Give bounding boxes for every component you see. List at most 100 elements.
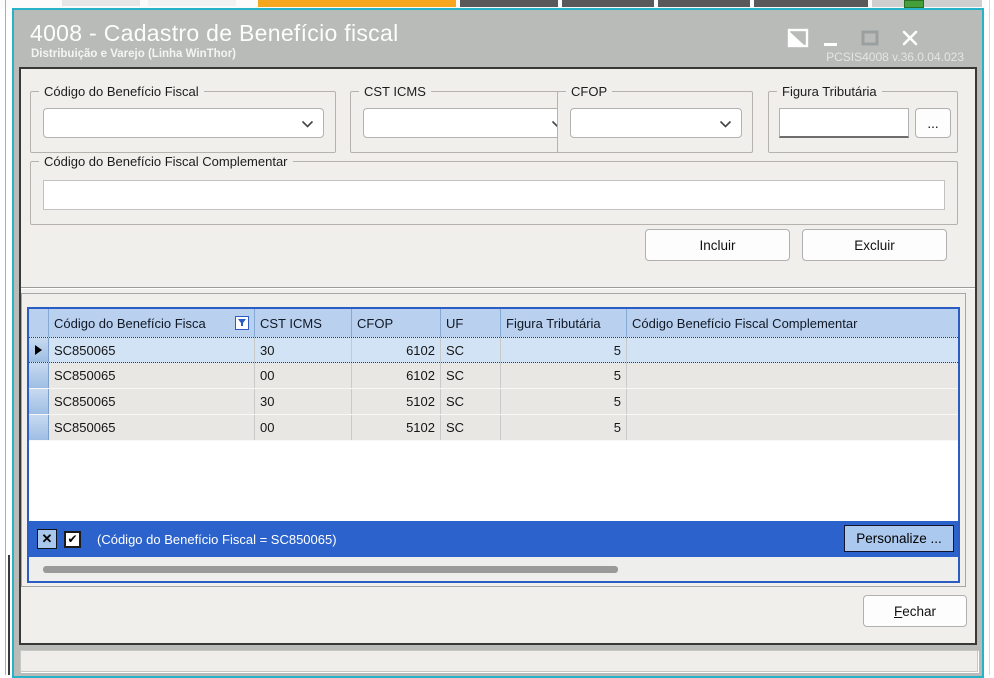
maximize-button[interactable] (856, 26, 884, 50)
group-codigo-beneficio: Código do Benefício Fiscal (30, 84, 336, 153)
background-tab (658, 0, 750, 7)
personalize-button[interactable]: Personalize ... (844, 525, 954, 552)
cell-figura-tributaria[interactable]: 5 (501, 415, 627, 440)
excluir-button[interactable]: Excluir (802, 229, 947, 261)
background-tab (754, 0, 868, 7)
half-filled-square-icon (787, 28, 809, 48)
cell-cfop[interactable]: 6102 (352, 338, 441, 362)
table-row[interactable]: SC850065 30 5102 SC 5 (29, 389, 958, 415)
close-icon (902, 30, 918, 46)
table-row[interactable]: SC850065 00 6102 SC 5 (29, 363, 958, 389)
version-label: PCSIS4008 v.36.0.04.023 (826, 50, 964, 64)
group-label: CFOP (566, 84, 613, 99)
cst-icms-combobox[interactable] (363, 108, 574, 138)
column-header-cfop[interactable]: CFOP (352, 309, 441, 337)
cell-codigo-complementar[interactable] (627, 415, 958, 440)
group-label: Código do Benefício Fiscal Complementar (39, 154, 293, 169)
column-header-codigo-complementar[interactable]: Código Benefício Fiscal Complementar (627, 309, 958, 337)
column-header-label: CFOP (357, 315, 394, 331)
column-header-figura-tributaria[interactable]: Figura Tributária (501, 309, 627, 337)
incluir-button[interactable]: Incluir (645, 229, 790, 261)
group-cfop: CFOP (557, 84, 753, 153)
grid-panel: Código do Benefício Fisca CST ICMS CFOP … (21, 293, 966, 587)
table-row[interactable]: SC850065 00 5102 SC 5 (29, 415, 958, 441)
cell-cfop[interactable]: 5102 (352, 389, 441, 414)
cell-codigo-complementar[interactable] (627, 389, 958, 414)
table-row-selected[interactable]: SC850065 30 6102 SC 5 (29, 337, 958, 363)
minimize-icon (823, 42, 837, 46)
excluir-button-label: Excluir (854, 237, 895, 253)
grid-header-indicator (29, 309, 49, 337)
column-header-label: CST ICMS (260, 315, 322, 331)
window-custom-icon[interactable] (784, 26, 812, 50)
group-cst-icms: CST ICMS (350, 84, 586, 153)
cfop-combobox[interactable] (570, 108, 742, 138)
filter-enabled-checkbox[interactable]: ✔ (64, 530, 81, 548)
chevron-down-icon (719, 120, 732, 128)
column-header-label: Figura Tributária (506, 315, 601, 331)
fechar-button-label: Fechar (893, 603, 937, 619)
personalize-button-label: Personalize ... (856, 531, 942, 546)
cell-uf[interactable]: SC (441, 338, 501, 362)
close-icon: ✕ (41, 531, 53, 546)
check-icon: ✔ (67, 532, 78, 546)
group-codigo-complementar: Código do Benefício Fiscal Complementar (30, 154, 958, 225)
app-window: 4008 - Cadastro de Benefício fiscal Dist… (12, 8, 984, 678)
cell-uf[interactable]: SC (441, 363, 501, 388)
cell-cfop[interactable]: 5102 (352, 415, 441, 440)
filter-icon[interactable] (235, 316, 249, 330)
minimize-button[interactable] (816, 26, 844, 50)
background-tab-active (258, 0, 456, 7)
cell-codigo-beneficio[interactable]: SC850065 (49, 389, 255, 414)
cell-codigo-beneficio[interactable]: SC850065 (49, 363, 255, 388)
cell-codigo-complementar[interactable] (627, 338, 958, 362)
background-edge-line (989, 0, 990, 675)
background-tab (562, 0, 654, 7)
column-header-cst-icms[interactable]: CST ICMS (255, 309, 352, 337)
group-figura-tributaria: Figura Tributária ... (768, 84, 958, 153)
codigo-complementar-input[interactable] (43, 180, 945, 210)
filter-expression-label: (Código do Benefício Fiscal = SC850065) (97, 531, 337, 547)
cell-uf[interactable]: SC (441, 415, 501, 440)
window-subtitle: Distribuição e Varejo (Linha WinThor) (31, 48, 237, 60)
maximize-icon (861, 30, 879, 46)
group-label: Código do Benefício Fiscal (39, 84, 204, 99)
cell-cst-icms[interactable]: 00 (255, 363, 352, 388)
background-tab (460, 0, 558, 7)
figura-tributaria-input[interactable] (779, 108, 909, 138)
title-bar[interactable]: 4008 - Cadastro de Benefício fiscal Dist… (14, 10, 982, 68)
cell-cst-icms[interactable]: 30 (255, 389, 352, 414)
incluir-button-label: Incluir (699, 237, 736, 253)
cell-codigo-complementar[interactable] (627, 363, 958, 388)
cell-codigo-beneficio[interactable]: SC850065 (49, 338, 255, 362)
row-indicator-cell (29, 338, 49, 362)
filter-close-button[interactable]: ✕ (37, 529, 57, 549)
cell-codigo-beneficio[interactable]: SC850065 (49, 415, 255, 440)
column-header-label: UF (446, 315, 464, 331)
background-tab (872, 0, 982, 7)
results-grid[interactable]: Código do Benefício Fisca CST ICMS CFOP … (27, 307, 960, 583)
cell-figura-tributaria[interactable]: 5 (501, 363, 627, 388)
column-header-codigo-beneficio[interactable]: Código do Benefício Fisca (49, 309, 255, 337)
column-header-uf[interactable]: UF (441, 309, 501, 337)
cell-cst-icms[interactable]: 30 (255, 338, 352, 362)
group-label: CST ICMS (359, 84, 431, 99)
grid-header-row: Código do Benefício Fisca CST ICMS CFOP … (29, 309, 958, 337)
horizontal-scrollbar[interactable] (29, 557, 958, 581)
current-row-indicator (35, 345, 42, 355)
scrollbar-thumb[interactable] (43, 566, 618, 573)
grid-empty-area (29, 441, 958, 521)
codigo-beneficio-combobox[interactable] (43, 108, 324, 138)
cell-cst-icms[interactable]: 00 (255, 415, 352, 440)
figura-tributaria-browse-button[interactable]: ... (915, 108, 951, 138)
content-panel: Código do Benefício Fiscal CST ICMS CFOP (19, 67, 977, 645)
cell-figura-tributaria[interactable]: 5 (501, 389, 627, 414)
column-header-label: Código do Benefício Fisca (54, 315, 206, 331)
cell-uf[interactable]: SC (441, 389, 501, 414)
cell-cfop[interactable]: 6102 (352, 363, 441, 388)
group-label: Figura Tributária (777, 84, 882, 99)
close-button[interactable] (896, 26, 924, 50)
cell-figura-tributaria[interactable]: 5 (501, 338, 627, 362)
grid-filter-bar: ✕ ✔ (Código do Benefício Fiscal = SC8500… (29, 521, 958, 557)
fechar-button[interactable]: Fechar (863, 595, 967, 627)
